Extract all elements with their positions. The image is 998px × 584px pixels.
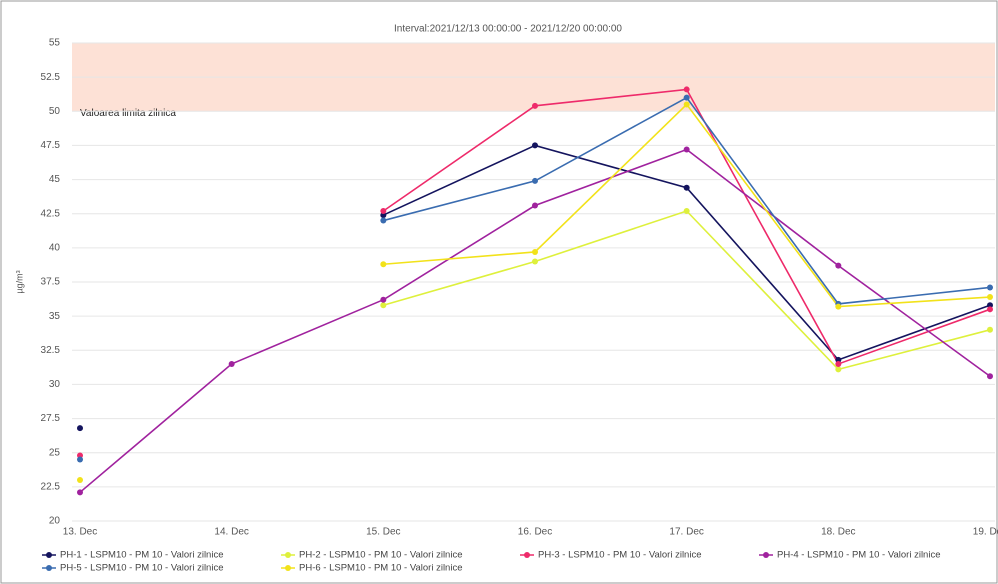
y-tick-label: 47.5	[41, 140, 61, 151]
legend-label: PH-4 - LSPM10 - PM 10 - Valori zilnice	[777, 550, 941, 561]
data-point	[532, 142, 538, 149]
legend-label: PH-1 - LSPM10 - PM 10 - Valori zilnice	[60, 550, 224, 561]
y-tick-label: 40	[49, 242, 61, 253]
legend-label: PH-6 - LSPM10 - PM 10 - Valori zilnice	[299, 563, 463, 574]
data-point	[77, 425, 83, 432]
y-tick-label: 37.5	[41, 277, 61, 288]
y-tick-label: 42.5	[41, 208, 61, 219]
y-tick-label: 55	[49, 38, 61, 49]
x-tick-label: 18. Dec	[821, 527, 855, 538]
data-point	[835, 303, 842, 310]
legend-marker	[46, 552, 52, 558]
y-tick-label: 27.5	[41, 413, 61, 424]
data-point	[380, 207, 387, 214]
data-point	[77, 489, 83, 496]
y-tick-label: 35	[49, 311, 61, 322]
legend-marker	[763, 552, 769, 558]
chart-title: Interval:2021/12/13 00:00:00 - 2021/12/2…	[394, 24, 622, 35]
data-point	[532, 248, 538, 255]
legend-label: PH-5 - LSPM10 - PM 10 - Valori zilnice	[60, 563, 224, 574]
legend-label: PH-3 - LSPM10 - PM 10 - Valori zilnice	[538, 550, 702, 561]
legend-label: PH-2 - LSPM10 - PM 10 - Valori zilnice	[299, 550, 463, 561]
data-point	[835, 262, 842, 269]
data-point	[683, 184, 690, 191]
data-point	[77, 477, 83, 484]
y-tick-label: 20	[49, 516, 61, 527]
legend-marker	[46, 565, 52, 571]
data-point	[532, 202, 538, 209]
data-point	[987, 373, 993, 380]
y-tick-label: 45	[49, 174, 61, 185]
y-tick-label: 22.5	[41, 481, 61, 492]
data-point	[835, 360, 842, 367]
y-tick-label: 30	[49, 379, 61, 390]
data-point	[683, 146, 690, 153]
data-point	[683, 94, 690, 101]
data-point	[683, 86, 690, 93]
data-point	[683, 207, 690, 214]
legend-marker	[285, 552, 291, 558]
x-tick-label: 19. Dec	[973, 527, 998, 538]
x-tick-label: 17. Dec	[669, 527, 703, 538]
data-point	[835, 366, 842, 373]
data-point	[987, 326, 993, 333]
data-point	[532, 258, 538, 265]
data-point	[77, 456, 83, 463]
band-label: Valoarea limita zilnica	[80, 108, 176, 119]
y-tick-label: 50	[49, 106, 61, 117]
data-point	[380, 261, 387, 268]
x-tick-label: 15. Dec	[366, 527, 400, 538]
data-point	[532, 177, 538, 184]
y-tick-label: 25	[49, 447, 61, 458]
data-point	[987, 306, 993, 313]
x-tick-label: 13. Dec	[63, 527, 97, 538]
x-tick-label: 16. Dec	[518, 527, 552, 538]
data-point	[380, 296, 387, 303]
y-axis-label: µg/m³	[14, 270, 24, 293]
y-tick-label: 32.5	[41, 345, 61, 356]
data-point	[532, 102, 538, 109]
legend-marker	[524, 552, 530, 558]
data-point	[683, 101, 690, 108]
legend-marker	[285, 565, 291, 571]
data-point	[380, 217, 387, 224]
y-tick-label: 52.5	[41, 72, 61, 83]
data-point	[987, 284, 993, 291]
data-point	[228, 360, 235, 367]
data-point	[380, 302, 387, 309]
data-point	[987, 294, 993, 301]
x-tick-label: 14. Dec	[214, 527, 248, 538]
